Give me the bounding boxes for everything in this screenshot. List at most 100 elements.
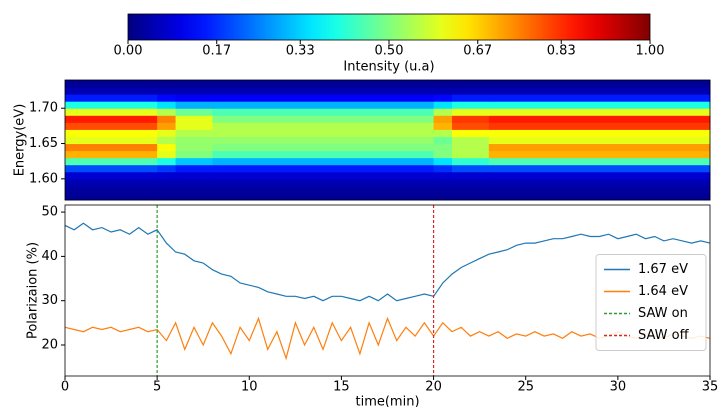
heatmap-cell <box>452 101 490 109</box>
heatmap-cell <box>433 87 453 95</box>
heatmap-cell <box>212 94 435 102</box>
heatmap-cell <box>488 87 711 95</box>
heatmap-frame <box>64 79 711 201</box>
heatmap-cell <box>65 164 158 173</box>
heatmap-cell <box>157 171 177 180</box>
heatmap-cell <box>65 115 158 123</box>
x-tick-label: 20 <box>425 380 442 395</box>
heatmap-cell <box>157 136 177 145</box>
heatmap-cell <box>175 87 213 95</box>
heatmap-cell <box>433 157 453 166</box>
heatmap-cell <box>157 185 177 194</box>
y-tick-label: 50 <box>41 205 58 220</box>
heatmap-cell <box>452 178 490 187</box>
heatmap-cell <box>175 185 213 194</box>
heatmap-cell <box>212 164 435 173</box>
heatmap-cell <box>452 171 490 180</box>
heatmap-cell <box>157 192 177 201</box>
heatmap-cell <box>433 178 453 187</box>
heatmap-cell <box>488 101 711 109</box>
colorbar-tick-label: 0.33 <box>286 44 315 59</box>
heatmap-cell <box>452 150 490 159</box>
heatmap-cell <box>488 122 711 130</box>
heatmap-cell <box>175 122 213 130</box>
heatmap-cell <box>65 171 158 180</box>
x-tick-label: 15 <box>333 380 350 395</box>
heatmap-cell <box>65 108 158 116</box>
heatmap-cell <box>65 129 158 137</box>
heatmap-cell <box>175 150 213 159</box>
heatmap-cell <box>157 164 177 173</box>
heatmap-cell <box>452 122 490 130</box>
heatmap-cell <box>157 94 177 102</box>
x-tick-label: 0 <box>61 380 69 395</box>
heatmap-cell <box>212 122 435 130</box>
x-tick-label: 5 <box>153 380 161 395</box>
heatmap-cell <box>65 185 158 194</box>
heatmap-cell <box>433 94 453 102</box>
heatmap-cell <box>212 171 435 180</box>
heatmap-cell <box>433 122 453 130</box>
heatmap-cell <box>65 192 158 201</box>
x-axis-label: time(min) <box>355 395 419 407</box>
heatmap-cell <box>488 115 711 123</box>
heatmap-cell <box>212 157 435 166</box>
heatmap-cell <box>433 192 453 201</box>
heatmap-cell <box>488 94 711 102</box>
heatmap-cell <box>212 129 435 137</box>
heatmap-cell <box>488 157 711 166</box>
heatmap-cell <box>488 150 711 159</box>
heatmap-cell <box>157 122 177 130</box>
line-series <box>64 222 711 302</box>
heatmap-cell <box>175 136 213 145</box>
colorbar-tick-label: 0.00 <box>114 44 143 59</box>
heatmap-cell <box>212 87 435 95</box>
heatmap-cell <box>452 143 490 152</box>
heatmap-cell <box>452 87 490 95</box>
heatmap-cell <box>175 171 213 180</box>
heatmap-cell <box>175 157 213 166</box>
heatmap-cell <box>212 178 435 187</box>
heatmap-cell <box>452 185 490 194</box>
heatmap-cell <box>488 171 711 180</box>
colorbar-tick-label: 0.17 <box>202 44 231 59</box>
heatmap-cell <box>433 164 453 173</box>
heatmap-cell <box>157 80 177 88</box>
heatmap-cell <box>452 129 490 137</box>
heatmap-cell <box>488 80 711 88</box>
heatmap-cell <box>157 129 177 137</box>
heatmap-cell <box>175 108 213 116</box>
heatmap-cell <box>433 115 453 123</box>
heatmap-cell <box>175 164 213 173</box>
heatmap-cell <box>433 171 453 180</box>
legend-label: 1.67 eV <box>638 262 688 277</box>
y-tick-label: 20 <box>41 337 58 352</box>
heatmap-cell <box>212 115 435 123</box>
heatmap-cell <box>433 101 453 109</box>
legend-label: 1.64 eV <box>638 284 688 299</box>
y-tick-label: 40 <box>41 249 58 264</box>
heatmap-cell <box>433 150 453 159</box>
colorbar <box>127 13 651 41</box>
legend-label: SAW on <box>638 306 688 321</box>
heatmap-cell <box>212 80 435 88</box>
heatmap-cell <box>175 94 213 102</box>
heatmap-cell <box>65 150 158 159</box>
heatmap-cell <box>175 129 213 137</box>
heatmap-cell <box>488 192 711 201</box>
heatmap-cell <box>452 94 490 102</box>
heatmap-cell <box>65 136 158 145</box>
heatmap-cell <box>65 87 158 95</box>
heatmap-cell <box>433 108 453 116</box>
heatmap-cell <box>212 136 435 145</box>
heatmap-cell <box>212 150 435 159</box>
legend-box <box>595 254 707 351</box>
heatmap-cell <box>157 108 177 116</box>
heatmap-cell <box>175 80 213 88</box>
heatmap-cell <box>175 143 213 152</box>
heatmap-cell <box>175 192 213 201</box>
heatmap-cell <box>488 164 711 173</box>
y-axis-label: Energy(eV) <box>13 104 28 177</box>
heatmap-cell <box>433 143 453 152</box>
